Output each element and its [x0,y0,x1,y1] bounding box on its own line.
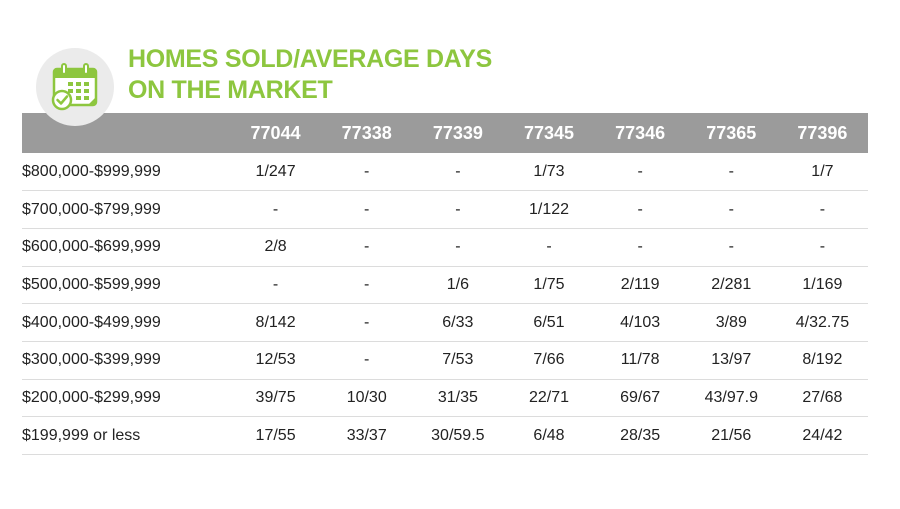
table-cell: - [776,190,868,229]
price-range-cell: $700,000-$799,999 [22,190,230,229]
price-range-cell: $600,000-$699,999 [22,228,230,267]
homes-sold-table: 77044 77338 77339 77345 77346 77365 7739… [22,113,868,455]
table-cell: - [321,341,413,380]
table-cell: 28/35 [594,416,686,455]
table-cell: - [594,153,686,192]
column-header-zip: 77339 [432,122,483,143]
table-cell: - [776,228,868,267]
table-cell: - [321,266,413,305]
price-range-cell: $200,000-$299,999 [22,379,230,418]
table-cell: - [230,266,322,305]
table-row: $300,000-$399,999 12/53 - 7/53 7/66 11/7… [22,341,868,380]
table-cell: 6/33 [412,303,504,342]
table-row: $200,000-$299,999 39/75 10/30 31/35 22/7… [22,379,868,418]
table-cell: 1/6 [412,266,504,305]
column-header-zip: 77365 [706,122,757,143]
table-cell: 10/30 [321,379,413,418]
table-cell: 69/67 [594,379,686,418]
table-header-row: 77044 77338 77339 77345 77346 77365 7739… [22,113,868,153]
table-cell: - [594,228,686,267]
header: HOMES SOLD/AVERAGE DAYS ON THE MARKET [0,0,900,126]
table-cell: 6/51 [503,303,595,342]
table-row: $700,000-$799,999 - - - 1/122 - - - [22,190,868,229]
price-range-cell: $400,000-$499,999 [22,303,230,342]
table-cell: - [685,190,777,229]
table-cell: - [412,228,504,267]
table-cell: 43/97.9 [685,379,777,418]
title-line-2: ON THE MARKET [128,76,333,104]
table-cell: - [321,228,413,267]
table-cell: - [412,153,504,192]
price-range-cell: $199,999 or less [22,416,230,455]
price-range-cell: $500,000-$599,999 [22,266,230,305]
table-cell: - [412,190,504,229]
title-line-1: HOMES SOLD/AVERAGE DAYS [128,45,492,73]
column-header-zip: 77044 [250,122,301,143]
table-cell: 21/56 [685,416,777,455]
table-cell: 8/192 [776,341,868,380]
table-cell: 1/169 [776,266,868,305]
table-cell: 12/53 [230,341,322,380]
price-range-cell: $800,000-$999,999 [22,153,230,192]
table-cell: - [685,153,777,192]
table-row: $800,000-$999,999 1/247 - - 1/73 - - 1/7 [22,153,868,192]
table-cell: 6/48 [503,416,595,455]
table-cell: 11/78 [594,341,686,380]
table-cell: - [321,303,413,342]
table-cell: 13/97 [685,341,777,380]
table-cell: 1/73 [503,153,595,192]
table-cell: 24/42 [776,416,868,455]
table-cell: 2/281 [685,266,777,305]
table-row: $500,000-$599,999 - - 1/6 1/75 2/119 2/2… [22,266,868,305]
table-cell: 17/55 [230,416,322,455]
table-cell: - [321,153,413,192]
table-cell: 31/35 [412,379,504,418]
table-cell: 33/37 [321,416,413,455]
table-cell: - [594,190,686,229]
column-header-zip: 77345 [523,122,575,143]
table-cell: 8/142 [230,303,322,342]
table-row: $600,000-$699,999 2/8 - - - - - - [22,228,868,267]
table-cell: 2/8 [230,228,322,267]
table-cell: 1/7 [776,153,868,192]
table-row: $199,999 or less 17/55 33/37 30/59.5 6/4… [22,416,868,455]
table-row: $400,000-$499,999 8/142 - 6/33 6/51 4/10… [22,303,868,342]
table-cell: 1/122 [503,190,595,229]
table-cell: 7/53 [412,341,504,380]
table-cell: - [503,228,595,267]
table-cell: - [685,228,777,267]
table-cell: - [230,190,322,229]
table-cell: 22/71 [503,379,595,418]
column-header-zip: 77396 [797,122,848,143]
table-cell: 39/75 [230,379,322,418]
table-cell: 3/89 [685,303,777,342]
table-cell: 4/32.75 [776,303,868,342]
table-cell: 1/247 [230,153,322,192]
table-cell: 7/66 [503,341,595,380]
table-cell: 30/59.5 [412,416,504,455]
calendar-check-icon [36,48,114,126]
table-cell: 2/119 [594,266,686,305]
price-range-cell: $300,000-$399,999 [22,341,230,380]
column-header-zip: 77346 [615,122,666,143]
column-header-zip: 77338 [341,122,392,143]
table-cell: 1/75 [503,266,595,305]
table-cell: 27/68 [776,379,868,418]
table-cell: 4/103 [594,303,686,342]
table-cell: - [321,190,413,229]
page-title: HOMES SOLD/AVERAGE DAYS ON THE MARKET [128,44,492,106]
